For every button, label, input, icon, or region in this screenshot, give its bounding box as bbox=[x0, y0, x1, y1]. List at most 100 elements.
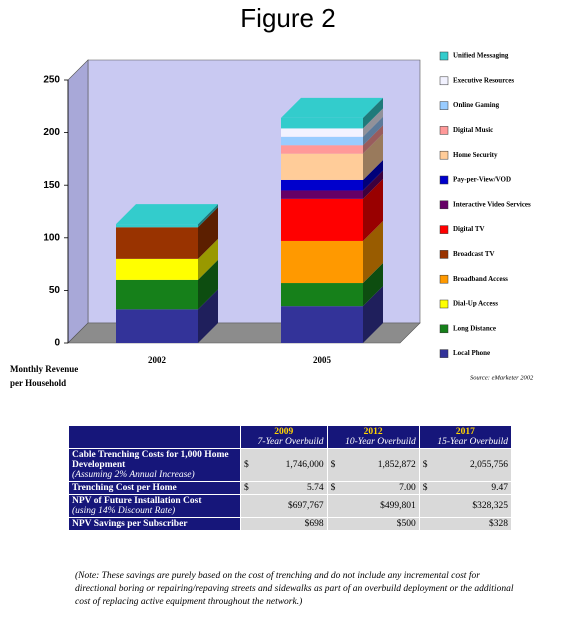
x-tick-label: 2002 bbox=[148, 355, 167, 365]
header-cell: 2009 7-Year Overbuild bbox=[240, 425, 328, 449]
bar-segment bbox=[281, 179, 363, 191]
row-label-line: Trenching Cost per Home bbox=[72, 483, 177, 493]
legend-label: Broadcast TV bbox=[453, 250, 495, 258]
bar-segment-side bbox=[363, 116, 383, 146]
legend-swatch bbox=[439, 150, 449, 160]
bar-segment bbox=[116, 309, 198, 343]
header-subtitle: 15-Year Overbuild bbox=[437, 437, 508, 447]
legend-label: Online Gaming bbox=[453, 101, 500, 109]
bar-segment bbox=[281, 153, 363, 180]
amount: $500 bbox=[396, 519, 416, 529]
value-cell: $328,325 bbox=[418, 494, 513, 518]
legend-label: Broadband Access bbox=[453, 275, 508, 283]
legend-swatch bbox=[439, 175, 449, 185]
value-cell: $499,801 bbox=[326, 494, 420, 518]
legend-swatch bbox=[439, 225, 449, 234]
legend-swatch bbox=[439, 51, 449, 61]
y-tick-label: 50 bbox=[49, 285, 61, 296]
legend-label: Unified Messaging bbox=[453, 52, 509, 60]
currency: $ bbox=[330, 483, 336, 493]
bar-segment-side bbox=[198, 259, 218, 310]
amount: 7.00 bbox=[399, 483, 416, 493]
legend-swatch bbox=[439, 250, 449, 259]
value-cell: $5.74 bbox=[240, 481, 328, 495]
bar-segment-side bbox=[363, 108, 383, 137]
row-label-line: NPV Savings per Subscriber bbox=[72, 519, 188, 529]
source: Source: eMarketer 2002 bbox=[470, 374, 534, 381]
bar-top bbox=[116, 204, 218, 225]
row-label-line: (using 14% Discount Rate) bbox=[72, 506, 176, 516]
header-year: 2012 bbox=[363, 427, 383, 437]
row-label: Trenching Cost per Home bbox=[68, 481, 241, 495]
row-label: NPV of Future Installation Cost (using 14… bbox=[68, 494, 241, 518]
legend-swatch bbox=[439, 349, 449, 358]
bar-segment-side bbox=[363, 286, 383, 343]
header-cell: 2012 10-Year Overbuild bbox=[326, 425, 420, 449]
bar-segment bbox=[281, 117, 363, 129]
row-label-line: (Assuming 2% Annual Increase) bbox=[72, 470, 195, 480]
bar-segment-side bbox=[363, 97, 383, 129]
bar-segment-side bbox=[198, 289, 218, 343]
bar-segment bbox=[281, 190, 363, 199]
header-cell: 2017 15-Year Overbuild bbox=[418, 425, 513, 449]
bar-segment bbox=[281, 283, 363, 307]
bar-segment-side bbox=[363, 125, 383, 154]
bar-segment bbox=[281, 306, 363, 343]
currency: $ bbox=[330, 460, 336, 470]
bar-segment bbox=[281, 128, 363, 137]
value-cell: $1,746,000 bbox=[240, 448, 328, 482]
legend-label: Interactive Video Services bbox=[453, 200, 531, 208]
bar-segment-side bbox=[198, 238, 218, 280]
bar-segment-side bbox=[198, 207, 218, 259]
bar-segment-side bbox=[198, 204, 218, 228]
cost-table: 2009 7-Year Overbuild 2012 10-Year Overbuil… bbox=[68, 425, 513, 531]
note: (Note: These savings are purely based on… bbox=[75, 571, 514, 607]
legend-swatch bbox=[439, 200, 449, 210]
bar-segment-side bbox=[363, 220, 383, 284]
amount: 5.74 bbox=[306, 483, 324, 493]
legend-label: Local Phone bbox=[453, 349, 490, 357]
value-cell: $2,055,756 bbox=[418, 448, 513, 482]
header-row: 2009 7-Year Overbuild 2012 10-Year Overbuil… bbox=[68, 425, 513, 449]
y-tick-label: 250 bbox=[43, 75, 60, 86]
legend-swatch bbox=[439, 274, 449, 284]
legend-swatch bbox=[439, 126, 449, 135]
bar-segment bbox=[116, 224, 198, 228]
legend-swatch bbox=[439, 324, 449, 334]
table-row: Trenching Cost per Home $5.74 $7.00 $9.47 bbox=[68, 481, 513, 495]
bar-segment bbox=[281, 198, 363, 241]
value-cell: $7.00 bbox=[326, 481, 420, 495]
y-tick-label: 200 bbox=[43, 127, 60, 138]
currency: $ bbox=[244, 460, 249, 470]
amount: $698 bbox=[304, 519, 324, 529]
legend-label: Digital TV bbox=[453, 225, 485, 233]
bar-segment-side bbox=[363, 178, 383, 241]
legend-label: Executive Resources bbox=[453, 76, 514, 84]
chart-title: Figure 2 bbox=[240, 3, 335, 33]
value-cell: $697,767 bbox=[240, 494, 328, 518]
amount: 1,852,872 bbox=[377, 460, 416, 470]
header-year: 2009 bbox=[274, 427, 294, 437]
currency: $ bbox=[422, 460, 428, 470]
bar-segment-side bbox=[363, 133, 383, 180]
row-label-line: NPV of Future Installation Cost bbox=[72, 496, 202, 506]
bar-segment-side bbox=[363, 170, 383, 199]
amount: $697,767 bbox=[287, 501, 324, 511]
amount: $328,325 bbox=[472, 501, 508, 511]
bar-segment bbox=[281, 145, 363, 154]
header-year: 2017 bbox=[455, 427, 475, 437]
header-subtitle: 10-Year Overbuild bbox=[345, 437, 416, 447]
header-subtitle: 7-Year Overbuild bbox=[257, 437, 324, 447]
bar-top bbox=[281, 97, 383, 118]
value-cell: $1,852,872 bbox=[326, 448, 420, 482]
value-cell: $9.47 bbox=[418, 481, 513, 495]
bar-segment bbox=[116, 227, 198, 259]
bar-segment bbox=[116, 258, 198, 280]
legend-swatch bbox=[439, 76, 449, 86]
bar-segment-side bbox=[363, 263, 383, 307]
legend-label: Digital Music bbox=[453, 126, 493, 134]
y-tick-label: 100 bbox=[43, 232, 60, 243]
side-wall bbox=[67, 59, 89, 344]
legend-label: Long Distance bbox=[453, 324, 496, 332]
legend-label: Pay-per-View/VOD bbox=[453, 176, 511, 184]
